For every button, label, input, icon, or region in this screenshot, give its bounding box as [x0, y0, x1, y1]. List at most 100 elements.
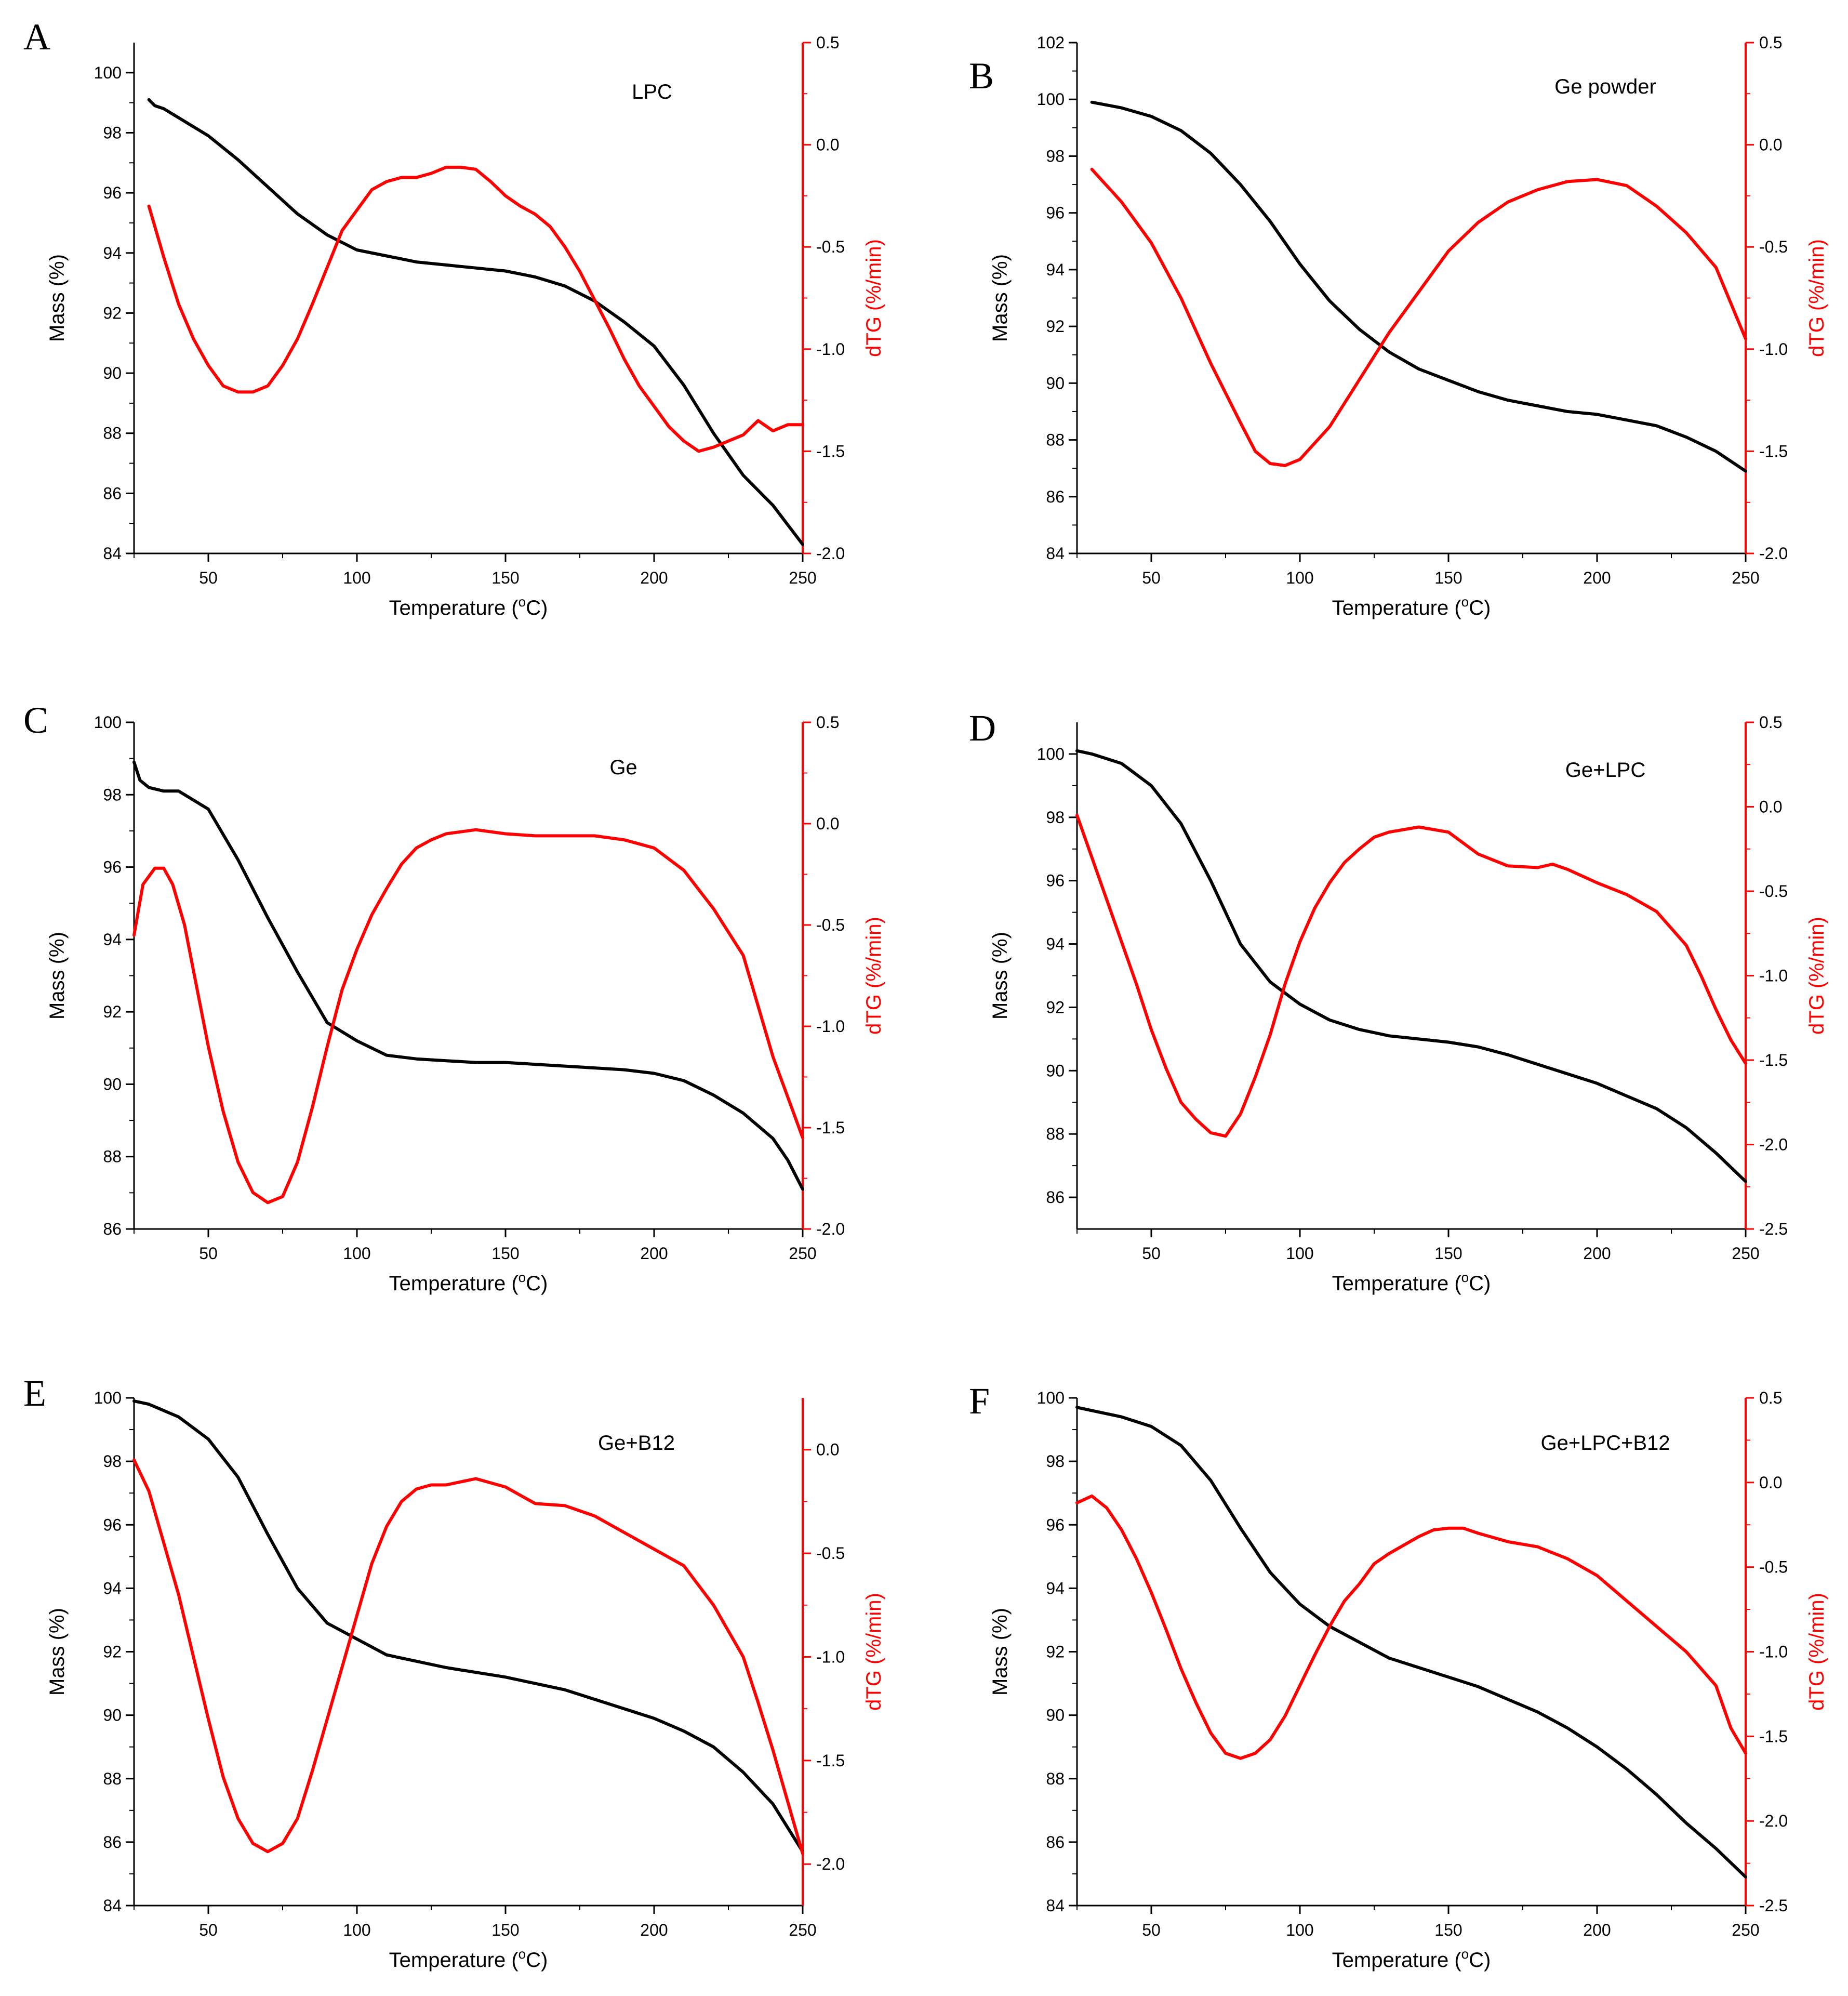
x-axis-title-unit: C): [1469, 1272, 1491, 1295]
mass-tick-label: 92: [1046, 998, 1065, 1016]
x-axis-title: Temperature (oC): [389, 1946, 548, 1972]
mass-tick-label: 100: [1037, 745, 1065, 763]
dtg-tick-label: -0.5: [1759, 1558, 1788, 1577]
dtg-tick-label: -0.5: [1759, 237, 1788, 256]
sample-title: Ge: [609, 756, 637, 779]
x-axis-title-text: Temperature (: [1332, 597, 1462, 619]
dtg-tick-label: 0.5: [1759, 33, 1782, 52]
x-tick-label: 200: [640, 1921, 668, 1939]
sample-title: Ge+LPC: [1565, 759, 1646, 782]
x-tick-label: 50: [199, 1921, 218, 1939]
dtg-tick-label: 0.5: [1759, 1389, 1782, 1407]
panel-letter: D: [969, 707, 996, 749]
sample-title: LPC: [632, 81, 672, 103]
x-axis-title-unit: C): [526, 1949, 548, 1972]
x-tick-label: 50: [199, 569, 218, 587]
sample-title: Ge powder: [1554, 75, 1656, 98]
dtg-tick-label: -2.0: [1759, 544, 1788, 563]
y2-axis-title: dTG (%/min): [862, 239, 885, 357]
dtg-curve: [1075, 813, 1747, 1138]
x-tick-label: 200: [1583, 1921, 1611, 1939]
mass-tick-label: 98: [1046, 1452, 1065, 1471]
x-tick-label: 50: [199, 1244, 218, 1263]
mass-curve: [132, 760, 804, 1191]
mass-tick-label: 84: [1046, 1896, 1065, 1915]
y-axis-title: Mass (%): [46, 254, 69, 342]
mass-tick-label: 90: [1046, 1061, 1065, 1080]
mass-tick-label: 86: [103, 1833, 122, 1852]
dtg-tick-label: -0.5: [1759, 882, 1788, 901]
x-axis-title-unit: C): [526, 1272, 548, 1295]
x-tick-label: 250: [789, 569, 816, 587]
mass-tick-label: 86: [1046, 1833, 1065, 1852]
x-axis-title-unit: C): [526, 597, 548, 619]
dtg-tick-label: -1.0: [1759, 1643, 1788, 1661]
mass-tick-label: 84: [103, 1896, 122, 1915]
dtg-curve: [147, 165, 804, 453]
mass-tick-label: 84: [1046, 544, 1065, 563]
x-tick-label: 250: [1732, 1921, 1759, 1939]
dtg-tick-label: -2.0: [816, 1855, 845, 1873]
dtg-tick-label: 0.0: [1759, 136, 1782, 154]
mass-tick-label: 90: [103, 364, 122, 382]
sample-title: Ge+B12: [598, 1432, 675, 1455]
mass-tick-label: 102: [1037, 33, 1065, 52]
mass-tick-label: 98: [103, 785, 122, 804]
dtg-tick-label: -2.0: [1759, 1812, 1788, 1830]
dtg-tick-label: -2.0: [816, 544, 845, 563]
mass-curve: [1075, 749, 1747, 1183]
degree-sup: o: [1461, 594, 1469, 610]
x-tick-label: 250: [1732, 569, 1759, 587]
x-tick-label: 150: [1434, 1921, 1462, 1939]
mass-tick-label: 86: [1046, 1188, 1065, 1207]
degree-sup: o: [518, 1946, 526, 1962]
dtg-tick-label: -2.0: [1759, 1135, 1788, 1154]
x-axis-title-unit: C): [1469, 1949, 1491, 1972]
x-tick-label: 150: [491, 1244, 519, 1263]
dtg-tick-label: -1.0: [1759, 967, 1788, 985]
dtg-tick-label: -1.5: [816, 1751, 845, 1770]
mass-tick-label: 92: [103, 1643, 122, 1661]
mass-tick-label: 98: [103, 1452, 122, 1471]
dtg-tick-label: -1.5: [816, 1118, 845, 1137]
x-tick-label: 100: [343, 569, 370, 587]
y-axis-title: Mass (%): [46, 1608, 69, 1696]
degree-sup: o: [1461, 1946, 1469, 1962]
x-tick-label: 200: [640, 1244, 668, 1263]
mass-tick-label: 88: [103, 1147, 122, 1166]
dtg-curve: [132, 1458, 804, 1856]
mass-tick-label: 94: [103, 930, 122, 949]
mass-tick-label: 88: [1046, 1769, 1065, 1788]
y-axis-title: Mass (%): [46, 932, 69, 1020]
panel-d: D 50 100 150 200 250 86 88 90 92 94 96 98 100 -2.5 -2.0…: [969, 707, 1828, 1295]
mass-tick-label: 96: [1046, 871, 1065, 890]
panel-e: E 50 100 150 200 250 84 86 88 90 92 94 96 98 100 -2.0 -1…: [23, 1372, 885, 1972]
x-axis-title-text: Temperature (: [1332, 1949, 1462, 1972]
mass-tick-label: 90: [1046, 374, 1065, 392]
mass-tick-label: 92: [103, 1002, 122, 1021]
mass-tick-label: 88: [103, 1769, 122, 1788]
dtg-tick-label: -2.5: [1759, 1896, 1788, 1915]
dtg-tick-label: 0.0: [1759, 1473, 1782, 1492]
mass-tick-label: 90: [103, 1706, 122, 1725]
x-tick-label: 150: [491, 1921, 519, 1939]
dtg-tick-label: 0.0: [1759, 798, 1782, 816]
dtg-tick-label: -2.0: [816, 1220, 845, 1238]
x-axis-title: Temperature (oC): [389, 1270, 548, 1295]
mass-tick-label: 100: [1037, 90, 1065, 109]
mass-tick-label: 90: [1046, 1706, 1065, 1725]
panel-letter: A: [23, 16, 50, 58]
x-tick-label: 50: [1142, 1921, 1161, 1939]
x-tick-label: 100: [1286, 1921, 1313, 1939]
panel-c: C 50 100 150 200 250 86 88 90 92 94 96 98 100 -2.0 -1.5…: [23, 699, 885, 1295]
mass-tick-label: 86: [1046, 487, 1065, 506]
dtg-tick-label: -0.5: [816, 237, 845, 256]
x-tick-label: 200: [1583, 569, 1611, 587]
mass-tick-label: 92: [1046, 317, 1065, 336]
dtg-tick-label: 0.0: [816, 1440, 839, 1459]
panel-letter: B: [969, 55, 994, 97]
mass-tick-label: 86: [103, 1220, 122, 1238]
mass-tick-label: 92: [103, 303, 122, 322]
x-tick-label: 50: [1142, 569, 1161, 587]
y-axis-title: Mass (%): [989, 254, 1012, 342]
